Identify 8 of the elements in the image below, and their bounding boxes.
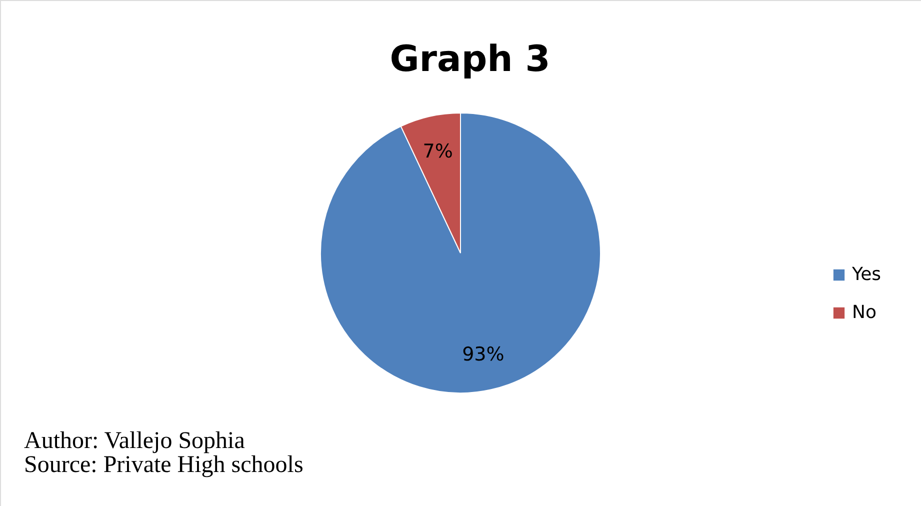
legend-label: Yes: [851, 264, 882, 285]
text: Author: Vallejo Sophia: [24, 428, 246, 454]
source-note: Source: Private High schools: [24, 452, 304, 478]
chart-title: Graph 3: [390, 39, 550, 80]
data-label: 7%: [422, 140, 453, 163]
pie-slice: [320, 112, 601, 394]
data-label: 93%: [462, 343, 504, 366]
legend-label: No: [852, 302, 876, 323]
